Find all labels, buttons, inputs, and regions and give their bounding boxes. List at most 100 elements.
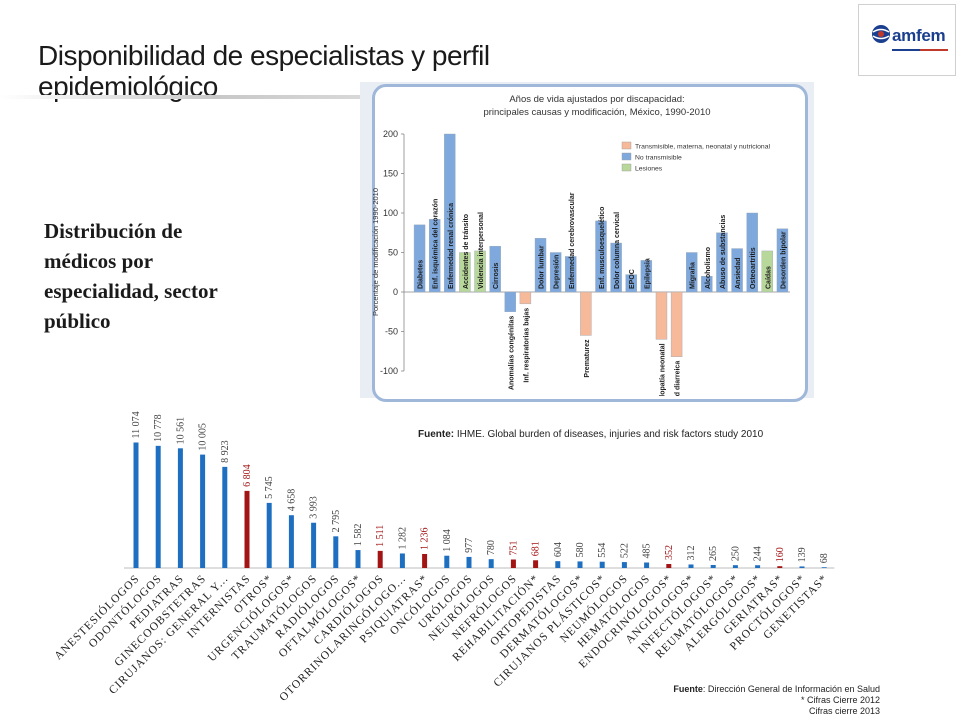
inset-y-tick: 200 (383, 129, 398, 139)
inset-y-tick: 50 (388, 248, 398, 258)
bar (333, 536, 339, 568)
inset-y-axis-label: Porcentaje de modificación 1990-2010 (372, 188, 380, 316)
bar (533, 560, 539, 568)
bar (244, 490, 250, 568)
bar (755, 565, 761, 568)
inset-category-label: Encefalopatía neonatal (659, 343, 666, 396)
inset-category-label: Osteoartritis (750, 247, 757, 289)
slide-title: Disponibilidad de especialistas y perfil… (38, 40, 490, 102)
inset-bar (565, 256, 577, 293)
inset-legend-swatch (621, 152, 632, 161)
inset-bar (746, 212, 758, 293)
bar (222, 466, 228, 568)
source-block: Fuente: Dirección General de Información… (560, 684, 880, 717)
data-label: 250 (730, 546, 741, 561)
bar (288, 515, 294, 568)
bar (177, 448, 183, 568)
inset-category-label: Enfermedad diarreica (675, 361, 682, 396)
data-label: 977 (464, 538, 475, 553)
bar (377, 550, 383, 568)
logo-text: amfem (892, 26, 946, 45)
inset-category-label: Diabetes (418, 260, 425, 289)
inset-category-label: Depresión (554, 255, 561, 289)
note-cierre-2012: * Cifras Cierre 2012 (800, 695, 880, 705)
bar (266, 502, 272, 568)
inset-bar (731, 248, 743, 293)
bar (688, 564, 694, 568)
inset-y-tick: 100 (383, 208, 398, 218)
inset-legend-label: Lesiones (635, 166, 663, 173)
logo-underline (892, 49, 948, 51)
data-label: 10 561 (175, 417, 186, 445)
inset-title: principales causas y modificación, Méxic… (483, 107, 710, 118)
data-label: 5 745 (264, 476, 275, 499)
inset-category-label: Enf. isquémica del corazón (433, 199, 440, 289)
bar (311, 522, 317, 568)
data-label: 604 (553, 542, 564, 557)
data-label: 312 (686, 545, 697, 560)
amfem-logo: amfem (858, 4, 956, 76)
ihme-source-note: Fuente: IHME. Global burden of diseases,… (418, 429, 763, 440)
inset-category-label: Enf. musculoesquelético (599, 207, 606, 289)
title-underline (0, 95, 360, 99)
inset-bar (640, 260, 653, 293)
data-label: 1 282 (397, 527, 408, 550)
inset-category-label: Dolor columna cervical (614, 212, 621, 289)
data-label: 1 236 (420, 527, 431, 550)
data-label: 554 (597, 543, 608, 558)
inset-category-label: Enfermedad cerebrovascular (569, 192, 576, 289)
bar (422, 553, 428, 568)
inset-category-label: Violencia interpersonal (478, 212, 485, 289)
inset-bar (580, 291, 592, 336)
inset-bar (428, 219, 441, 293)
section-subheading: Distribución de médicos por especialidad… (44, 219, 218, 333)
bar (355, 550, 361, 568)
inset-category-label: Abuso de substancias (720, 215, 727, 289)
inset-bar (595, 220, 607, 293)
inset-category-label: Dolor lumbar (539, 245, 546, 289)
bar (710, 564, 716, 568)
inset-category-label: EPOC (629, 269, 636, 289)
inset-y-tick: 150 (383, 169, 398, 179)
data-label: 1 084 (442, 529, 453, 552)
inset-bar (519, 291, 532, 305)
data-label: 265 (708, 546, 719, 561)
inset-legend-swatch (621, 163, 632, 172)
source-line: Fuente: Dirección General de Información… (560, 684, 880, 695)
ihme-source-label: Fuente: (418, 429, 455, 440)
bar (644, 562, 650, 568)
bar (777, 566, 783, 568)
inset-bar (534, 238, 547, 293)
inset-y-tick: -100 (380, 366, 398, 376)
inset-y-tick: 0 (393, 287, 398, 297)
inset-category-label: Caídas (765, 266, 772, 289)
inset-bar (610, 242, 622, 293)
note-cierre-2013: Cifras cierre 2013 (808, 706, 880, 716)
inset-bar (716, 232, 728, 293)
bar (555, 561, 561, 568)
inset-bar (444, 133, 456, 293)
data-label: 522 (619, 543, 630, 558)
data-label: 1 511 (375, 525, 386, 547)
bar (444, 555, 450, 568)
data-label: 352 (664, 545, 675, 560)
inset-bar (701, 275, 713, 293)
data-label: 780 (486, 540, 497, 555)
source-text: : Dirección General de Información en Sa… (702, 684, 880, 694)
inset-bar (670, 291, 683, 357)
inset-category-label: Desorden bipolar (780, 231, 787, 289)
bar (621, 562, 627, 568)
inset-category-label: Ansiedad (735, 257, 742, 289)
data-label: 11 074 (131, 411, 142, 438)
inset-title: Años de vida ajustados por discapacidad: (509, 94, 684, 105)
bar (577, 561, 583, 568)
inset-bar (474, 250, 486, 293)
inset-bar (549, 252, 562, 293)
bar (732, 565, 738, 568)
data-label: 2 795 (331, 510, 342, 533)
daly-change-chart: Años de vida ajustados por discapacidad:… (372, 94, 790, 396)
inset-bar (625, 274, 637, 293)
inset-category-label: Epilepsia (644, 258, 651, 289)
data-label: 10 778 (153, 414, 164, 442)
